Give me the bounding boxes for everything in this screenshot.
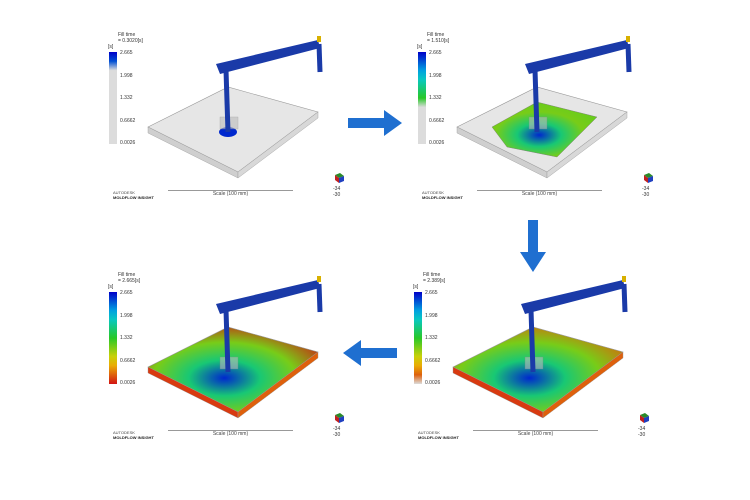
- legend-color-bar: [109, 292, 117, 384]
- moldflow-logo: AUTODESK MOLDFLOW INSIGHT: [113, 190, 154, 200]
- legend-unit: [s]: [108, 284, 114, 290]
- part-model: [452, 276, 628, 419]
- legend-tick: 0.0026: [429, 140, 445, 146]
- legend-tick: 1.998: [425, 312, 438, 319]
- legend-tick: 0.6662: [120, 357, 136, 364]
- legend-tick: 1.998: [120, 72, 133, 79]
- legend-title: Fill time = 0.3020[s]: [118, 32, 143, 44]
- scale-bar: Scale (100 mm): [477, 190, 602, 201]
- moldflow-logo: AUTODESK MOLDFLOW INSIGHT: [422, 190, 463, 200]
- arrow-down-icon: [520, 220, 546, 272]
- fill-panel-4: Fill time = 2.665[s] [s] 2.665 1.998 1.332 0…: [108, 272, 358, 472]
- legend-title: Fill time = 1.510[s]: [427, 32, 450, 44]
- part-model: [147, 36, 323, 179]
- arrow-left-icon: [343, 340, 397, 366]
- legend-tick: 2.665: [120, 290, 133, 296]
- legend-tick: 1.332: [120, 335, 133, 341]
- legend-unit: [s]: [413, 284, 419, 290]
- scale-bar: Scale (100 mm): [168, 190, 293, 201]
- moldflow-logo: AUTODESK MOLDFLOW INSIGHT: [113, 430, 154, 440]
- legend-title: Fill time = 2.665[s]: [118, 272, 141, 284]
- legend-tick: 0.6662: [425, 357, 441, 364]
- legend-tick: 2.665: [429, 50, 442, 56]
- legend-unit: [s]: [417, 44, 423, 50]
- legend-color-bar: [414, 292, 422, 384]
- scale-bar: Scale (100 mm): [473, 430, 598, 441]
- legend-tick: 1.332: [429, 95, 442, 101]
- legend-tick: 0.6662: [120, 117, 136, 124]
- legend-tick: 1.998: [429, 72, 442, 79]
- fill-time-value: = 1.510[s]: [427, 38, 450, 44]
- part-model: [147, 276, 323, 419]
- legend-color-bar: [109, 52, 117, 144]
- fill-time-value: = 2.665[s]: [118, 278, 141, 284]
- legend-tick: 1.998: [120, 312, 133, 319]
- fill-time-value: = 2.389[s]: [423, 278, 446, 284]
- fill-time-value: = 0.3020[s]: [118, 38, 143, 44]
- axis-triad-icon: -34 -30: [638, 412, 658, 442]
- legend-tick: 2.665: [425, 290, 438, 296]
- legend-tick: 0.6662: [429, 117, 445, 124]
- arrow-right-icon: [348, 110, 402, 136]
- legend-unit: [s]: [108, 44, 114, 50]
- legend-tick: 0.0026: [120, 380, 136, 386]
- axis-triad-icon: -34 -30: [333, 172, 353, 202]
- legend-tick: 1.332: [120, 95, 133, 101]
- fill-panel-3: Fill time = 2.389[s] [s] 2.665 1.998 1.332 0…: [413, 272, 663, 472]
- axis-triad-icon: -34 -30: [642, 172, 662, 202]
- legend-tick: 0.0026: [120, 140, 136, 146]
- legend-tick: 2.665: [120, 50, 133, 56]
- fill-panel-2: Fill time = 1.510[s] [s] 2.665 1.998 1.332 0…: [417, 32, 667, 232]
- moldflow-logo: AUTODESK MOLDFLOW INSIGHT: [418, 430, 459, 440]
- legend-title: Fill time = 2.389[s]: [423, 272, 446, 284]
- scale-bar: Scale (100 mm): [168, 430, 293, 441]
- legend-tick: 0.0026: [425, 380, 441, 386]
- part-model: [456, 36, 632, 179]
- fill-panel-1: Fill time = 0.3020[s] [s] 2.665 1.998 1.332…: [108, 32, 358, 232]
- legend-color-bar: [418, 52, 426, 144]
- legend-tick: 1.332: [425, 335, 438, 341]
- axis-triad-icon: -34 -30: [333, 412, 353, 442]
